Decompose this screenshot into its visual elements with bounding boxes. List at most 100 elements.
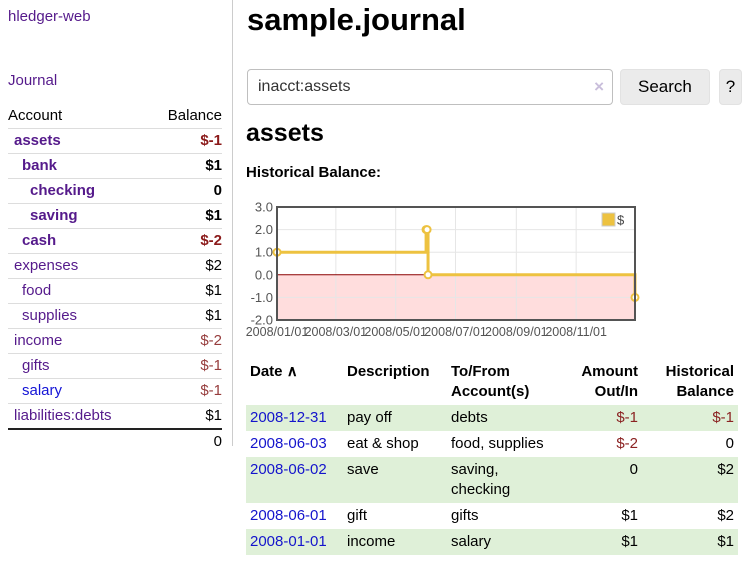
accounts-total-balance: 0 xyxy=(148,428,222,454)
account-row: checking 0 xyxy=(8,178,222,204)
transaction-accounts: debts xyxy=(451,409,488,426)
transaction-balance: $2 xyxy=(717,461,734,478)
clear-search-icon[interactable]: × xyxy=(594,77,604,96)
transaction-amount: $1 xyxy=(621,533,638,550)
account-row: supplies $1 xyxy=(8,303,222,329)
account-link[interactable]: income xyxy=(14,332,63,349)
transaction-balance: $2 xyxy=(717,507,734,524)
accounts-header-balance: Balance xyxy=(148,104,222,129)
account-row: income $-2 xyxy=(8,328,222,354)
transaction-balance: $1 xyxy=(717,533,734,550)
y-tick-label: -1.0 xyxy=(251,290,273,305)
x-tick-label: 2008/05/01 xyxy=(364,325,427,339)
account-link[interactable]: salary xyxy=(22,382,63,399)
transaction-description: eat & shop xyxy=(347,435,419,452)
account-balance: $2 xyxy=(148,253,222,279)
sidebar-item-journal[interactable]: Journal xyxy=(8,72,58,89)
app-title-link[interactable]: hledger-web xyxy=(8,8,91,25)
register-header-balance: Historical Balance xyxy=(665,363,734,400)
account-row: bank $1 xyxy=(8,153,222,179)
account-link[interactable]: checking xyxy=(30,182,96,199)
x-tick-label: 2008/11/01 xyxy=(545,325,607,339)
register-row: 2008-01-01 income salary $1 $1 xyxy=(246,529,738,555)
account-balance: $1 xyxy=(148,203,222,229)
transaction-date-link[interactable]: 2008-06-03 xyxy=(250,435,327,452)
page-title: sample.journal xyxy=(247,2,466,37)
accounts-table-header-row: Account Balance xyxy=(8,104,222,129)
y-tick-label: -2.0 xyxy=(251,313,273,328)
account-balance: $1 xyxy=(148,403,222,430)
account-balance: $-1 xyxy=(148,353,222,379)
register-row: 2008-06-01 gift gifts $1 $2 xyxy=(246,503,738,529)
y-tick-label: 0.0 xyxy=(255,267,273,282)
account-link[interactable]: expenses xyxy=(14,257,79,274)
account-row: liabilities:debts $1 xyxy=(8,403,222,430)
transaction-date-link[interactable]: 2008-06-01 xyxy=(250,507,327,524)
account-link[interactable]: saving xyxy=(30,207,78,224)
account-row: food $1 xyxy=(8,278,222,304)
account-link[interactable]: supplies xyxy=(22,307,78,324)
chart-canvas: $ 3.0 2.0 1.0 0.0 -1.0 -2.0 2008/01/012008/03… xyxy=(246,200,640,339)
transaction-description: pay off xyxy=(347,409,392,426)
account-balance: $1 xyxy=(148,153,222,179)
transaction-date-link[interactable]: 2008-12-31 xyxy=(250,409,327,426)
account-row: gifts $-1 xyxy=(8,353,222,379)
register-header-description: Description xyxy=(347,363,430,380)
register-header-date[interactable]: Date ∧ xyxy=(250,363,298,380)
transaction-date-link[interactable]: 2008-01-01 xyxy=(250,533,327,550)
x-tick-label: 2008/07/01 xyxy=(424,325,487,339)
transaction-description: gift xyxy=(347,507,368,524)
transaction-balance: 0 xyxy=(725,435,734,452)
register-row: 2008-06-02 save saving, checking 0 $2 xyxy=(246,457,738,503)
account-link[interactable]: bank xyxy=(22,157,58,174)
account-balance: 0 xyxy=(148,178,222,204)
account-balance: $1 xyxy=(148,303,222,329)
x-tick-label: 2008/09/01 xyxy=(485,325,548,339)
transaction-date-link[interactable]: 2008-06-02 xyxy=(250,461,327,478)
account-heading: assets xyxy=(246,119,324,147)
data-point-marker xyxy=(422,225,432,235)
account-row: assets $-1 xyxy=(8,128,222,154)
legend-label: $ xyxy=(617,213,625,228)
transaction-balance: $-1 xyxy=(712,409,734,426)
transaction-accounts: gifts xyxy=(451,507,479,524)
account-row: cash $-2 xyxy=(8,228,222,254)
help-button[interactable]: ? xyxy=(718,69,742,105)
transaction-accounts: food, supplies xyxy=(451,435,544,452)
search-input[interactable] xyxy=(247,69,613,105)
accounts-table: Account Balance assets $-1 bank $1 checking 0… xyxy=(8,104,222,454)
register-table: Date ∧ Description To/From Account(s) Am… xyxy=(246,359,738,555)
transaction-accounts: saving, checking xyxy=(451,461,511,498)
transaction-amount: $-1 xyxy=(616,409,638,426)
account-link[interactable]: food xyxy=(22,282,52,299)
sidebar: hledger-web Journal Account Balance asse… xyxy=(0,0,233,454)
account-link[interactable]: cash xyxy=(22,232,57,249)
transaction-description: save xyxy=(347,461,379,478)
transaction-accounts: salary xyxy=(451,533,492,550)
account-row: salary $-1 xyxy=(8,378,222,404)
chart-legend: $ xyxy=(601,212,625,228)
account-balance: $-2 xyxy=(148,228,222,254)
legend-swatch-icon xyxy=(601,212,616,227)
x-tick-label: 2008/03/01 xyxy=(305,325,368,339)
data-point-marker xyxy=(423,270,433,280)
accounts-header-account: Account xyxy=(8,104,149,129)
account-row: expenses $2 xyxy=(8,253,222,279)
register-header-amount: Amount Out/In xyxy=(581,363,638,400)
chart-y-axis-labels: 3.0 2.0 1.0 0.0 -1.0 -2.0 xyxy=(251,200,273,328)
account-balance: $1 xyxy=(148,278,222,304)
account-link[interactable]: liabilities:debts xyxy=(14,407,112,424)
register-header-row: Date ∧ Description To/From Account(s) Am… xyxy=(246,359,738,405)
x-tick-label: 2008/01/01 xyxy=(246,325,309,339)
account-balance: $-1 xyxy=(148,128,222,154)
y-tick-label: 3.0 xyxy=(255,200,273,215)
register-row: 2008-06-03 eat & shop food, supplies $-2 0 xyxy=(246,431,738,457)
account-row: saving $1 xyxy=(8,203,222,229)
sort-ascending-icon: ∧ xyxy=(286,363,298,380)
search-button[interactable]: Search xyxy=(620,69,710,105)
account-link[interactable]: gifts xyxy=(22,357,50,374)
y-tick-label: 1.0 xyxy=(255,245,273,260)
account-link[interactable]: assets xyxy=(14,132,61,149)
transaction-amount: 0 xyxy=(629,461,638,478)
account-balance: $-1 xyxy=(148,378,222,404)
